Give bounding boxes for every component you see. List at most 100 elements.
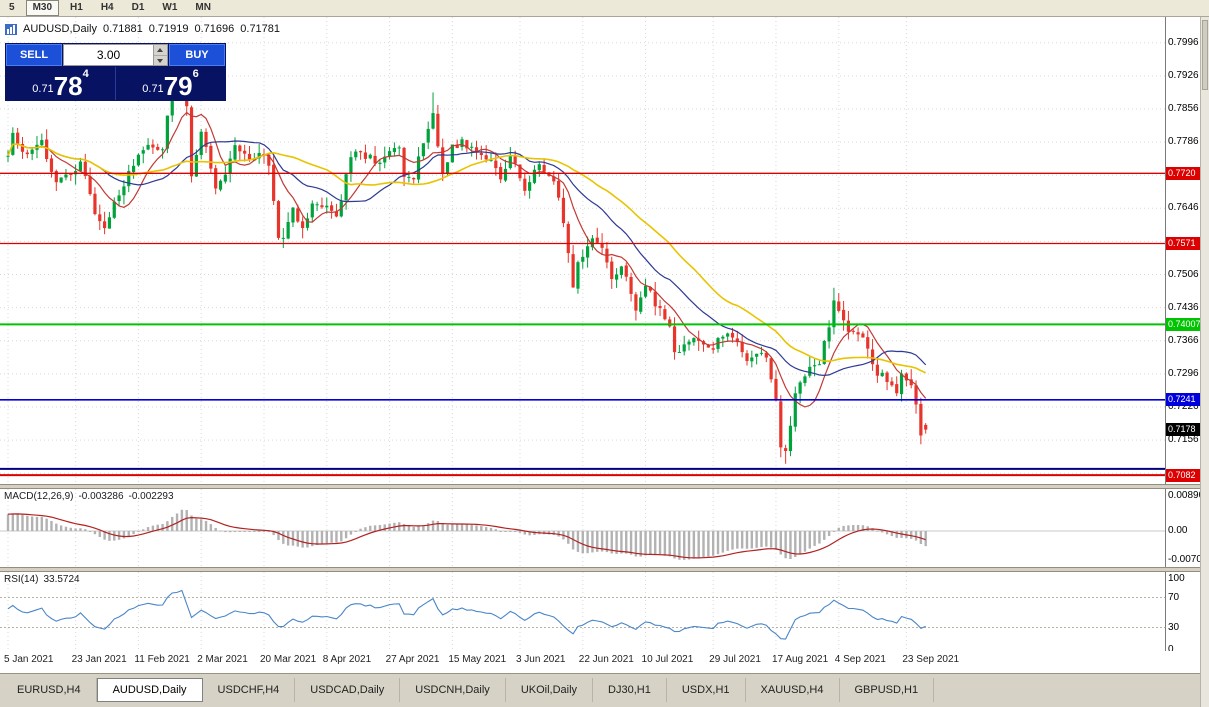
macd-tick-label: 0.00890 [1168,490,1205,501]
tab-UKOil,Daily[interactable]: UKOil,Daily [506,678,594,702]
tab-DJ30,H1[interactable]: DJ30,H1 [593,678,667,702]
date-tick-label: 17 Aug 2021 [771,654,829,665]
ohlc-close: 0.71781 [240,23,281,35]
hline-price-label: 0.74007 [1166,317,1200,331]
volume-spinner[interactable] [153,45,167,65]
macd-value-main: -0.003286 [78,491,124,502]
ohlc-low: 0.71696 [194,23,235,35]
timeframe-button-D1[interactable]: D1 [131,2,145,13]
date-tick-label: 23 Jan 2021 [71,654,127,665]
macd-tick-label: 0.00 [1168,525,1188,536]
chart-header: AUDUSD,Daily 0.71881 0.71919 0.71696 0.7… [5,23,280,35]
volume-value: 3.00 [96,48,121,62]
timeframe-button-5[interactable]: 5 [9,2,15,13]
price-tick-label: 0.7226 [1168,400,1199,412]
date-tick-label: 23 Sep 2021 [902,654,960,665]
rsi-tick-label: 70 [1168,591,1180,603]
date-tick-label: 15 May 2021 [448,654,507,665]
timeframe-button-H1[interactable]: H1 [70,2,83,13]
rsi-tick-label: 30 [1168,621,1180,633]
tab-GBPUSD,H1[interactable]: GBPUSD,H1 [840,678,935,702]
tab-USDCAD,Daily[interactable]: USDCAD,Daily [295,678,401,702]
rsi-label: RSI(14) 33.5724 [4,574,85,585]
buy-price-sup: 6 [192,68,199,80]
date-tick-label: 8 Apr 2021 [322,654,372,665]
timeframe-button-W1[interactable]: W1 [162,2,178,13]
date-tick-label: 4 Sep 2021 [834,654,886,665]
date-tick-label: 11 Feb 2021 [134,654,190,665]
hline-price-label: 0.7720 [1166,166,1200,180]
main-chart-panel[interactable]: AUDUSD,Daily 0.71881 0.71919 0.71696 0.7… [0,17,1166,484]
timeframe-button-H4[interactable]: H4 [100,2,114,13]
timeframe-button-MN[interactable]: MN [195,2,211,13]
chart-title: AUDUSD,Daily [23,23,97,35]
date-tick-label: 22 Jun 2021 [578,654,634,665]
price-tick-label: 0.7926 [1168,69,1199,81]
sell-price-sup: 4 [82,68,89,80]
date-tick-label: 29 Jul 2021 [709,654,761,665]
buy-price-prefix: 0.71 [142,83,164,95]
chart-tabs: EURUSD,H4 AUDUSD,Daily USDCHF,H4 USDCAD,Dai… [2,678,935,702]
panel-splitter-rsi[interactable] [0,567,1200,572]
chart-icon [5,23,17,35]
price-tick-label: 0.7506 [1168,268,1199,280]
buy-price[interactable]: 0.71 79 6 [116,67,225,100]
hline-price-label: 0.7082 [1166,468,1200,482]
tab-USDX,H1[interactable]: USDX,H1 [667,678,746,702]
price-tick-label: 0.7786 [1168,136,1199,148]
rsi-axis: 100 70 30 0 [1166,572,1200,655]
tab-XAUUSD,H4[interactable]: XAUUSD,H4 [746,678,840,702]
chart-tab-bar: EURUSD,H4 AUDUSD,Daily USDCHF,H4 USDCAD,Dai… [0,673,1209,707]
price-tick-label: 0.7996 [1168,36,1199,48]
macd-tick-label: -0.00701 [1168,554,1208,566]
macd-panel[interactable]: MACD(12,26,9) -0.003286 -0.002293 [0,489,1166,567]
macd-value-signal: -0.002293 [128,491,174,502]
macd-name: MACD(12,26,9) [4,491,74,502]
price-tick-label: 0.7436 [1168,301,1199,313]
scrollbar-thumb[interactable] [1202,20,1208,90]
one-click-trading-panel: SELL 3.00 BUY 0.71 78 4 0.71 79 6 [5,43,226,101]
date-tick-label: 2 Mar 2021 [197,654,248,665]
tab-USDCHF,H4[interactable]: USDCHF,H4 [203,678,296,702]
sell-price-big: 78 [53,71,83,101]
rsi-tick-label: 100 [1168,573,1185,584]
date-axis: 5 Jan 2021 23 Jan 2021 11 Feb 2021 2 Mar 20… [0,651,1200,673]
tab-EURUSD,H4[interactable]: EURUSD,H4 [2,678,97,702]
tab-AUDUSD,Daily[interactable]: AUDUSD,Daily [96,678,203,702]
hline-price-label: 0.7571 [1166,236,1200,250]
price-tick-label: 0.7156 [1168,434,1199,446]
bid-price-label: 0.7178 [1166,423,1200,437]
rsi-tick-label: 0 [1168,644,1174,655]
timeframe-button-M30[interactable]: M30 [25,0,60,16]
ohlc-open: 0.71881 [102,23,143,35]
timeframe-toolbar: 5 M30 H1 H4 D1 W1 MN [0,0,1209,17]
date-tick-label: 27 Apr 2021 [385,654,440,665]
buy-button[interactable]: BUY [169,44,225,66]
sell-button[interactable]: SELL [6,44,62,66]
tab-USDCNH,Daily[interactable]: USDCNH,Daily [400,678,506,702]
panel-splitter-macd[interactable] [0,484,1200,489]
hline-price-label: 0.7241 [1166,393,1200,407]
volume-field[interactable]: 3.00 [63,44,168,66]
date-tick-label: 20 Mar 2021 [259,654,317,665]
sell-price[interactable]: 0.71 78 4 [6,67,116,100]
price-tick-label: 0.7296 [1168,367,1199,379]
date-tick-label: 5 Jan 2021 [4,654,54,665]
price-axis: 0.7996 0.7926 0.7856 0.7786 0.7646 0.7506 0.74… [1166,17,1200,484]
date-tick-label: 10 Jul 2021 [641,654,694,665]
rsi-value: 33.5724 [43,574,80,585]
macd-label: MACD(12,26,9) -0.003286 -0.002293 [4,491,179,502]
price-tick-label: 0.7856 [1168,102,1199,114]
rsi-panel[interactable]: RSI(14) 33.5724 [0,572,1166,651]
price-tick-label: 0.7366 [1168,334,1199,346]
macd-axis: 0.00890 0.00 -0.00701 [1166,489,1207,567]
volume-down-icon[interactable] [154,55,167,65]
chart-window: AUDUSD,Daily 0.71881 0.71919 0.71696 0.7… [0,17,1209,707]
price-tick-label: 0.7646 [1168,202,1199,214]
date-tick-label: 3 Jun 2021 [515,654,566,665]
vertical-scrollbar[interactable] [1200,17,1209,707]
buy-price-big: 79 [163,71,193,101]
volume-up-icon[interactable] [154,45,167,56]
ohlc-high: 0.71919 [148,23,189,35]
